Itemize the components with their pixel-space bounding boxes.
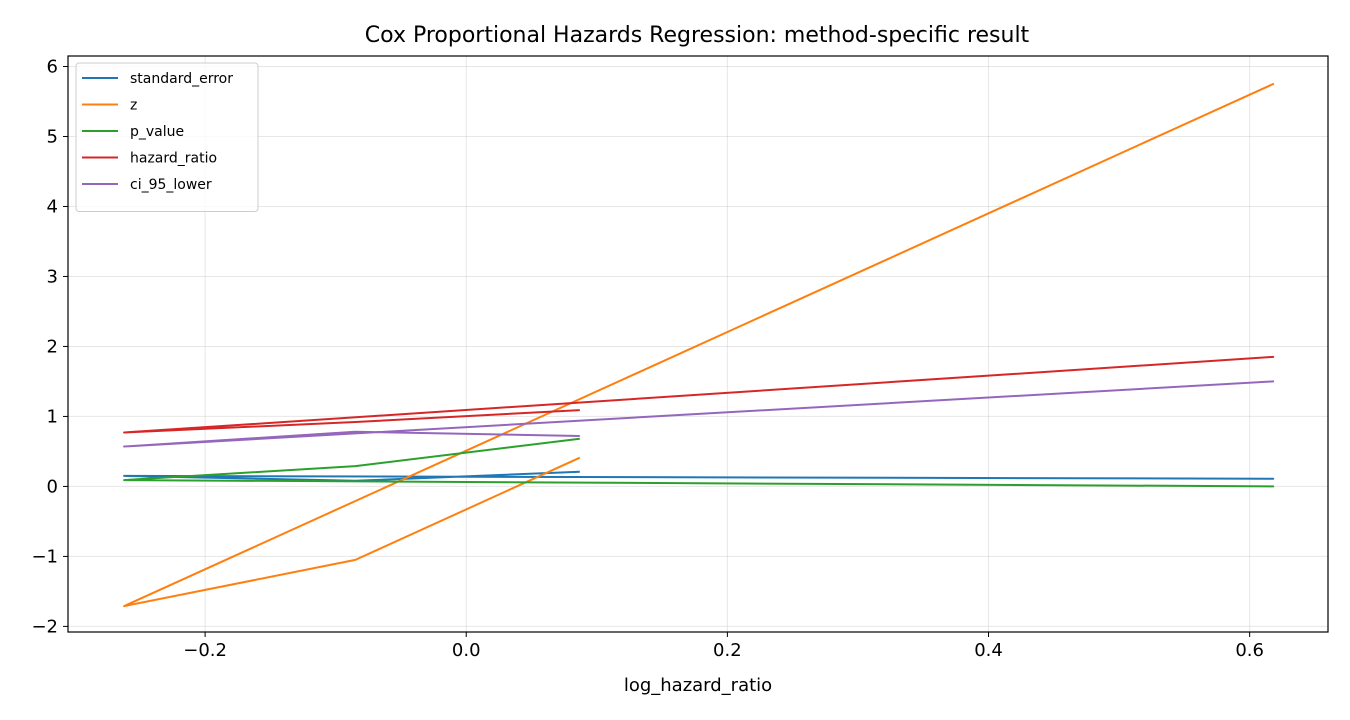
series-lines (123, 83, 1275, 608)
x-tick-label: 0.4 (974, 640, 1003, 661)
y-tick-label: 1 (47, 406, 58, 427)
series-line-z (123, 83, 1275, 608)
x-axis-label: log_hazard_ratio (624, 675, 772, 696)
y-tick-label: 4 (47, 196, 58, 217)
y-tick-label: 6 (47, 56, 58, 77)
y-tick-label: 2 (47, 336, 58, 357)
legend-label: z (130, 98, 137, 114)
series-line-standard-error (123, 470, 1275, 482)
x-tick-label: 0.0 (452, 640, 481, 661)
grid (68, 56, 1328, 632)
y-tick-label: −2 (31, 616, 58, 637)
legend-label: hazard_ratio (130, 151, 217, 167)
plot-frame (67, 55, 1329, 633)
legend-label: ci_95_lower (130, 177, 212, 193)
y-tick-label: 3 (47, 266, 58, 287)
x-axis-ticks: −0.2 0.0 0.2 0.4 0.6 (183, 632, 1264, 661)
legend-label: standard_error (130, 71, 233, 87)
y-tick-label: −1 (31, 546, 58, 567)
y-tick-label: 5 (47, 126, 58, 147)
y-axis-ticks: −2 −1 0 1 2 3 4 5 6 (31, 56, 68, 637)
x-tick-label: 0.2 (713, 640, 742, 661)
legend-label: p_value (130, 124, 184, 140)
series-line-hazard-ratio (123, 355, 1275, 434)
y-tick-label: 0 (47, 476, 58, 497)
x-tick-label: −0.2 (183, 640, 227, 661)
legend-box (75, 62, 259, 212)
x-tick-label: 0.6 (1235, 640, 1264, 661)
series-line-p-value (123, 437, 1275, 488)
series-line-ci-95-lower (123, 380, 1275, 448)
chart-title: Cox Proportional Hazards Regression: met… (365, 23, 1030, 48)
